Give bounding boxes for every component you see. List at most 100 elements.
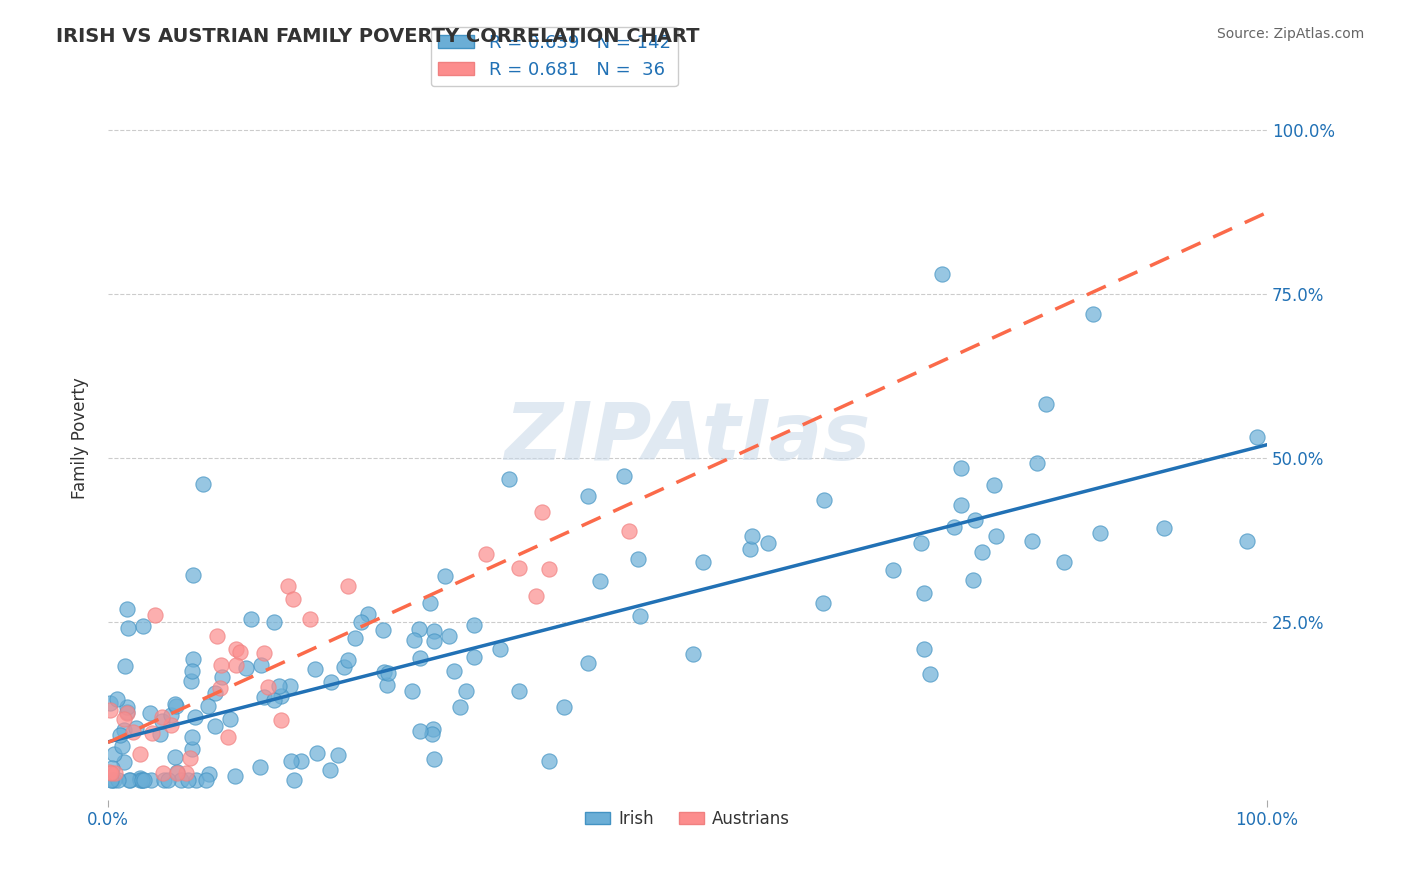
Point — [163, 750, 186, 764]
Point — [962, 573, 984, 587]
Point — [408, 723, 430, 738]
Point — [508, 683, 530, 698]
Point — [131, 772, 153, 787]
Point — [943, 520, 966, 534]
Point — [114, 659, 136, 673]
Point — [576, 656, 599, 670]
Point — [377, 665, 399, 680]
Point — [439, 629, 461, 643]
Point — [986, 529, 1008, 543]
Point — [129, 771, 152, 785]
Text: IRISH VS AUSTRIAN FAMILY POVERTY CORRELATION CHART: IRISH VS AUSTRIAN FAMILY POVERTY CORRELA… — [56, 27, 700, 45]
Point — [141, 726, 163, 740]
Point — [740, 542, 762, 557]
Point — [423, 751, 446, 765]
Point — [115, 706, 138, 720]
Point — [343, 632, 366, 646]
Point — [811, 595, 834, 609]
Point — [120, 772, 142, 787]
Point — [141, 772, 163, 787]
Point — [280, 754, 302, 768]
Point — [115, 602, 138, 616]
Point — [180, 742, 202, 756]
Point — [150, 710, 173, 724]
Point — [209, 657, 232, 672]
Point — [912, 642, 935, 657]
Point — [180, 730, 202, 744]
Point — [409, 651, 432, 665]
Point — [333, 660, 356, 674]
Point — [122, 725, 145, 739]
Point — [180, 673, 202, 688]
Point — [283, 772, 305, 787]
Point — [423, 624, 446, 638]
Point — [193, 477, 215, 491]
Point — [756, 536, 779, 550]
Point — [475, 547, 498, 561]
Point — [1021, 533, 1043, 548]
Point — [225, 657, 247, 672]
Point — [423, 633, 446, 648]
Point — [619, 524, 641, 538]
Point — [443, 664, 465, 678]
Point — [228, 645, 250, 659]
Point — [217, 730, 239, 744]
Point — [117, 621, 139, 635]
Point — [250, 658, 273, 673]
Point — [375, 677, 398, 691]
Point — [401, 683, 423, 698]
Point — [209, 681, 232, 695]
Point — [166, 765, 188, 780]
Point — [205, 629, 228, 643]
Point — [131, 619, 153, 633]
Point — [184, 772, 207, 787]
Point — [524, 589, 547, 603]
Point — [912, 586, 935, 600]
Point — [350, 615, 373, 630]
Point — [253, 646, 276, 660]
Point — [373, 665, 395, 679]
Point — [1035, 397, 1057, 411]
Point — [326, 747, 349, 762]
Point — [179, 751, 201, 765]
Point — [183, 710, 205, 724]
Point — [336, 579, 359, 593]
Point — [463, 617, 485, 632]
Point — [263, 615, 285, 630]
Point — [576, 489, 599, 503]
Point — [257, 681, 280, 695]
Point — [114, 712, 136, 726]
Point — [918, 667, 941, 681]
Point — [319, 675, 342, 690]
Point — [408, 622, 430, 636]
Point — [105, 692, 128, 706]
Point — [463, 650, 485, 665]
Point — [115, 705, 138, 719]
Point — [931, 268, 953, 282]
Point — [589, 574, 612, 588]
Point — [263, 693, 285, 707]
Point — [1053, 555, 1076, 569]
Point — [153, 772, 176, 787]
Point — [290, 754, 312, 768]
Point — [281, 592, 304, 607]
Point — [104, 766, 127, 780]
Point — [1081, 307, 1104, 321]
Point — [402, 633, 425, 648]
Point — [107, 772, 129, 787]
Point — [101, 772, 124, 787]
Point — [682, 648, 704, 662]
Point — [219, 712, 242, 726]
Point — [420, 726, 443, 740]
Legend: Irish, Austrians: Irish, Austrians — [578, 803, 797, 835]
Point — [149, 727, 172, 741]
Point — [949, 461, 972, 475]
Point — [108, 728, 131, 742]
Point — [211, 670, 233, 684]
Point — [101, 761, 124, 775]
Point — [983, 478, 1005, 492]
Point — [163, 697, 186, 711]
Point — [181, 664, 204, 678]
Point — [204, 686, 226, 700]
Point — [159, 717, 181, 731]
